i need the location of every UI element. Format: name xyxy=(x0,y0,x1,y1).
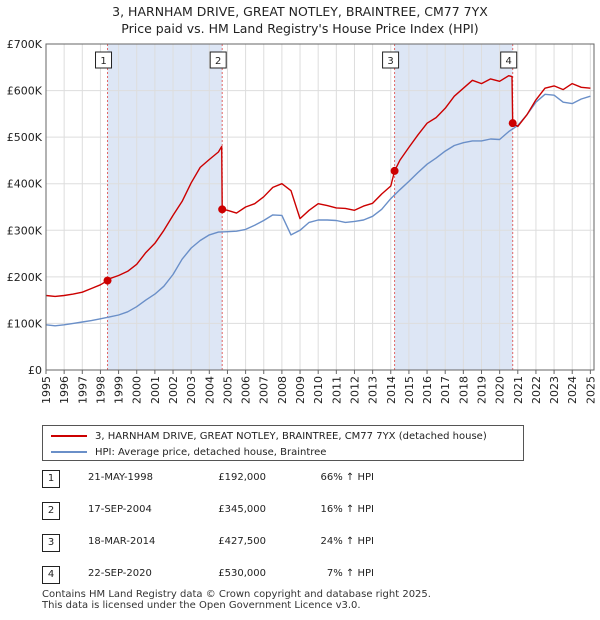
y-tick-label: £500K xyxy=(7,131,43,144)
axis-layer: £0 £100K £200K £300K £400K £500K £600K £700K 199… xyxy=(7,38,598,404)
sale-marker-number: 1 xyxy=(100,56,106,67)
x-tick-label: 2020 xyxy=(494,376,507,404)
x-tick-label: 2022 xyxy=(530,376,543,404)
x-tick-label: 2016 xyxy=(421,376,434,404)
property-price-line xyxy=(45,74,591,298)
x-tick-label: 2003 xyxy=(185,376,198,404)
x-tick-label: 2008 xyxy=(276,376,289,404)
sale-date: 17-SEP-2004 xyxy=(88,504,152,515)
sale-number: 3 xyxy=(42,534,60,552)
x-tick-label: 2014 xyxy=(385,376,398,404)
sale-marker-badge: 2 xyxy=(209,51,227,69)
sale-marker-box xyxy=(209,51,227,69)
footer-copyright: Contains HM Land Registry data © Crown c… xyxy=(42,589,431,600)
ownership-period-shade xyxy=(394,44,513,370)
series-layer xyxy=(45,74,591,327)
sale-point xyxy=(218,205,227,214)
sale-marker-box xyxy=(382,51,400,69)
x-tick-label: 2012 xyxy=(348,376,361,404)
x-tick-label: 1998 xyxy=(94,376,107,404)
x-tick-label: 2015 xyxy=(403,376,416,404)
y-tick-label: £200K xyxy=(7,271,43,284)
x-tick-label: 2004 xyxy=(203,376,216,404)
legend: 3, HARNHAM DRIVE, GREAT NOTLEY, BRAINTRE… xyxy=(42,425,524,461)
y-tick-label: £600K xyxy=(7,85,43,98)
x-tick-label: 2024 xyxy=(566,376,579,404)
x-tick-label: 2018 xyxy=(457,376,470,404)
x-tick-label: 2010 xyxy=(312,376,325,404)
sale-marker-box xyxy=(95,51,113,69)
sale-price: £345,000 xyxy=(218,504,266,515)
y-tick-label: £100K xyxy=(7,317,43,330)
sale-row: 1 21-MAY-1998 £192,000 66% ↑ HPI xyxy=(0,470,600,490)
x-tick-label: 2025 xyxy=(584,376,597,404)
ownership-period-shade xyxy=(107,44,223,370)
x-tick-label: 1997 xyxy=(76,376,89,404)
x-tick-label: 1999 xyxy=(113,376,126,404)
sale-price: £530,000 xyxy=(218,568,266,579)
hpi-line xyxy=(45,93,591,327)
x-tick-label: 1995 xyxy=(40,376,53,404)
sale-hpi-change: 66% ↑ HPI xyxy=(320,472,374,483)
legend-swatch-hpi xyxy=(51,451,87,453)
x-tick-label: 2017 xyxy=(439,376,452,404)
sale-marker-badge: 1 xyxy=(95,51,113,69)
sale-point xyxy=(508,119,517,128)
y-tick-label: £700K xyxy=(7,38,43,51)
sale-hpi-change: 24% ↑ HPI xyxy=(320,536,374,547)
chart-subtitle: Price paid vs. HM Land Registry's House … xyxy=(121,21,479,36)
x-tick-label: 2019 xyxy=(475,376,488,404)
sale-date: 22-SEP-2020 xyxy=(88,568,152,579)
sale-marker-labels: 1 2 3 4 xyxy=(95,51,518,69)
sale-date: 21-MAY-1998 xyxy=(88,472,154,483)
sale-point xyxy=(390,166,399,175)
x-tick-label: 2006 xyxy=(240,376,253,404)
x-tick-label: 2000 xyxy=(131,376,144,404)
footer: Contains HM Land Registry data © Crown c… xyxy=(42,589,431,611)
legend-label-hpi: HPI: Average price, detached house, Brai… xyxy=(95,446,327,458)
legend-swatch-property xyxy=(51,435,87,437)
legend-item-property: 3, HARNHAM DRIVE, GREAT NOTLEY, BRAINTRE… xyxy=(51,428,487,444)
x-tick-label: 1996 xyxy=(58,376,71,404)
x-tick-label: 2002 xyxy=(167,376,180,404)
y-tick-label: £400K xyxy=(7,178,43,191)
sale-hpi-change: 7% ↑ HPI xyxy=(326,568,374,579)
x-tick-label: 2007 xyxy=(258,376,271,404)
sale-marker-number: 3 xyxy=(387,56,393,67)
sale-number: 1 xyxy=(42,470,60,488)
x-tick-label: 2021 xyxy=(512,376,525,404)
chart-title-address: 3, HARNHAM DRIVE, GREAT NOTLEY, BRAINTRE… xyxy=(112,4,488,19)
legend-label-property: 3, HARNHAM DRIVE, GREAT NOTLEY, BRAINTRE… xyxy=(95,430,487,442)
x-tick-label: 2009 xyxy=(294,376,307,404)
sale-price: £427,500 xyxy=(218,536,266,547)
legend-item-hpi: HPI: Average price, detached house, Brai… xyxy=(51,444,326,460)
x-tick-label: 2011 xyxy=(330,376,343,404)
footer-licence: This data is licensed under the Open Gov… xyxy=(42,600,361,611)
y-tick-label: £300K xyxy=(7,224,43,237)
sale-marker-number: 2 xyxy=(215,56,221,67)
sale-price: £192,000 xyxy=(218,472,266,483)
y-tick-label: £0 xyxy=(28,364,42,377)
x-tick-label: 2013 xyxy=(367,376,380,404)
sale-number: 2 xyxy=(42,502,60,520)
sale-marker-number: 4 xyxy=(506,56,512,67)
x-tick-label: 2023 xyxy=(548,376,561,404)
x-tick-label: 2001 xyxy=(149,376,162,404)
sale-row: 4 22-SEP-2020 £530,000 7% ↑ HPI xyxy=(0,566,600,586)
sale-point xyxy=(103,276,112,285)
plot-frame xyxy=(45,43,595,371)
x-tick-label: 2005 xyxy=(221,376,234,404)
sale-date: 18-MAR-2014 xyxy=(88,536,156,547)
sale-hpi-change: 16% ↑ HPI xyxy=(320,504,374,515)
sale-row: 2 17-SEP-2004 £345,000 16% ↑ HPI xyxy=(0,502,600,522)
sale-number: 4 xyxy=(42,566,60,584)
price-chart: £0 £100K £200K £300K £400K £500K £600K £700K 199… xyxy=(7,38,598,404)
shade-layer xyxy=(107,44,513,370)
sale-marker-badge: 3 xyxy=(382,51,400,69)
sale-marker-badge: 4 xyxy=(500,51,518,69)
sale-marker-box xyxy=(500,51,518,69)
sale-row: 3 18-MAR-2014 £427,500 24% ↑ HPI xyxy=(0,534,600,554)
